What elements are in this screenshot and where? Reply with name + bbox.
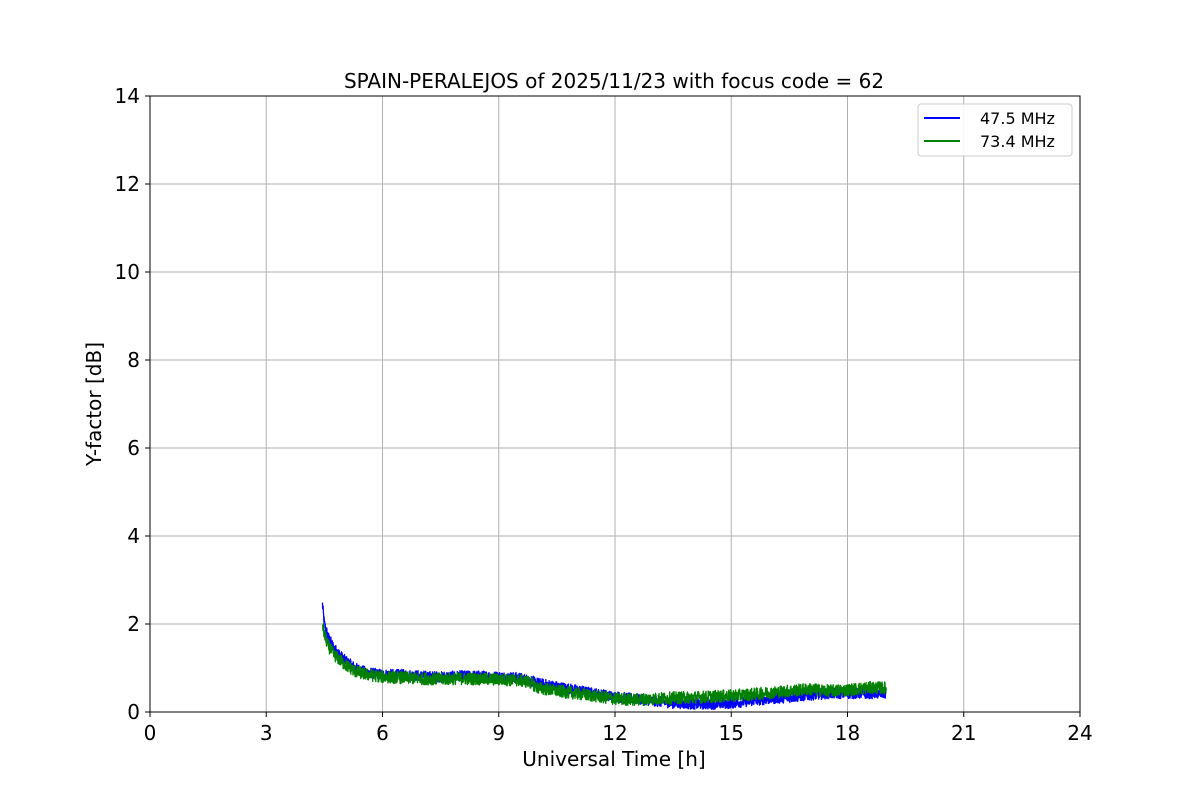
x-tick-label: 3 xyxy=(260,721,273,745)
chart-title: SPAIN-PERALEJOS of 2025/11/23 with focus… xyxy=(344,69,884,93)
y-tick-label: 14 xyxy=(115,84,140,108)
y-tick-label: 12 xyxy=(115,172,140,196)
y-tick-label: 6 xyxy=(127,436,140,460)
x-tick-label: 6 xyxy=(376,721,389,745)
y-tick-label: 0 xyxy=(127,700,140,724)
y-tick-label: 4 xyxy=(127,524,140,548)
x-tick-label: 24 xyxy=(1067,721,1092,745)
x-tick-label: 12 xyxy=(602,721,627,745)
y-tick-label: 8 xyxy=(127,348,140,372)
x-axis-label: Universal Time [h] xyxy=(522,747,705,771)
legend: 47.5 MHz 73.4 MHz xyxy=(917,103,1073,157)
x-tick-label: 18 xyxy=(835,721,860,745)
y-axis-label: Y-factor [dB] xyxy=(82,342,106,467)
series-layer xyxy=(321,602,887,710)
series-line-second xyxy=(321,622,887,707)
y-axis-ticks: 0 2 4 6 8 10 12 14 xyxy=(115,84,150,724)
y-tick-label: 2 xyxy=(127,612,140,636)
x-axis-ticks: 0 3 6 9 12 15 18 21 24 xyxy=(144,712,1093,745)
x-tick-label: 21 xyxy=(951,721,976,745)
x-tick-label: 9 xyxy=(492,721,505,745)
legend-label: 47.5 MHz xyxy=(980,109,1055,128)
legend-label: 73.4 MHz xyxy=(980,132,1055,151)
x-tick-label: 15 xyxy=(719,721,744,745)
y-tick-label: 10 xyxy=(115,260,140,284)
x-tick-label: 0 xyxy=(144,721,157,745)
